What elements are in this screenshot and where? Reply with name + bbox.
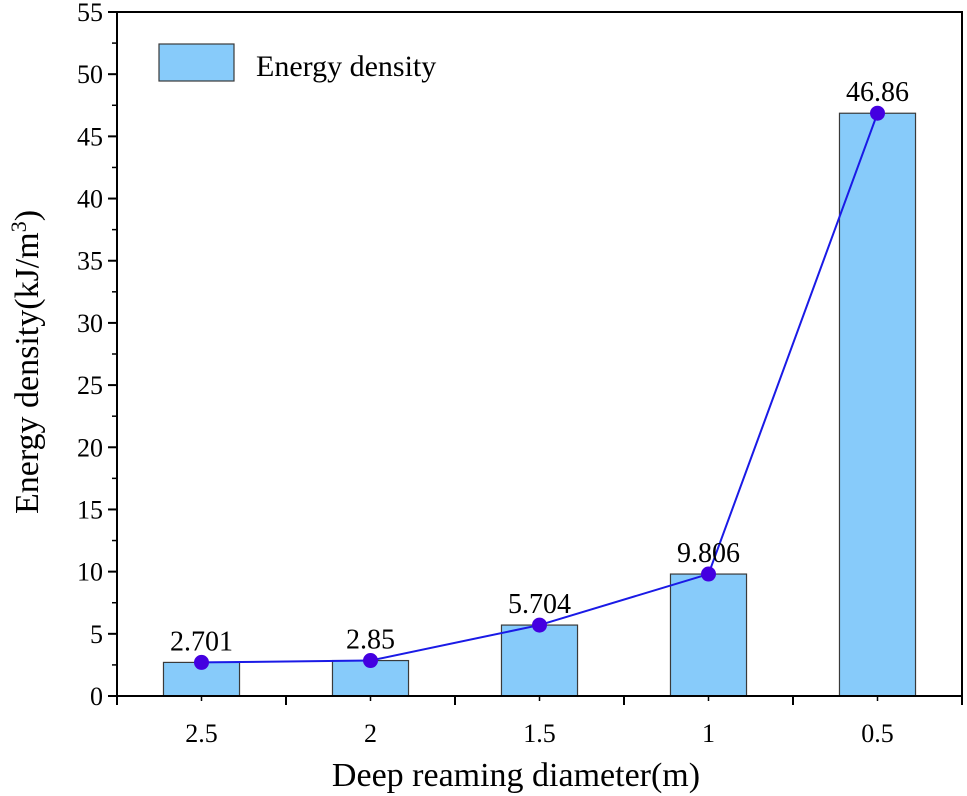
bar	[838, 112, 917, 697]
y-axis-title-close: )	[9, 210, 46, 221]
x-tick-label: 2	[364, 719, 377, 748]
y-tick-label: 40	[77, 185, 103, 214]
legend: Energy density	[158, 43, 436, 83]
y-tick-label: 20	[77, 433, 103, 462]
data-labels: 2.701 2.85 5.704 9.806 46.86	[170, 77, 909, 657]
y-axis-title-main: Energy density(kJ/m	[9, 232, 46, 514]
x-tick-label: 0.5	[861, 719, 894, 748]
y-tick-label: 45	[77, 122, 103, 151]
y-axis: 0 5 10 15 20 25 30 35 40 45 50 55	[77, 0, 117, 711]
plot-frame	[116, 11, 963, 697]
series-line-group	[194, 105, 885, 670]
x-tick-label: 1.5	[523, 719, 556, 748]
data-label: 46.86	[846, 77, 909, 108]
data-label: 2.701	[170, 626, 233, 657]
series-line	[201, 112, 879, 664]
y-tick-label: 25	[77, 371, 103, 400]
bar	[500, 624, 579, 697]
data-point	[701, 566, 716, 582]
y-tick-label: 50	[77, 60, 103, 89]
y-axis-title-unit-sup: 3	[6, 221, 31, 232]
x-tick-label: 1	[702, 719, 715, 748]
y-tick-label: 0	[90, 682, 103, 711]
data-label: 9.806	[677, 538, 740, 569]
bar	[669, 573, 748, 697]
x-axis: 2.5 2 1.5 1 0.5	[116, 696, 963, 748]
data-label: 5.704	[508, 589, 571, 620]
y-tick-label: 35	[77, 247, 103, 276]
data-point	[194, 654, 209, 670]
x-tick-label: 2.5	[185, 719, 218, 748]
y-tick-label: 30	[77, 309, 103, 338]
data-point	[870, 105, 885, 121]
y-tick-label: 55	[77, 0, 103, 27]
y-tick-label: 15	[77, 495, 103, 524]
y-axis-title: Energy density(kJ/m3)	[6, 210, 47, 514]
legend-swatch	[158, 43, 235, 82]
data-point	[532, 617, 547, 633]
y-tick-label: 10	[77, 558, 103, 587]
legend-label: Energy density	[256, 50, 436, 83]
data-point	[363, 653, 378, 669]
data-label: 2.85	[346, 625, 395, 656]
y-tick-label: 5	[90, 620, 103, 649]
bars	[162, 112, 917, 697]
x-axis-title: Deep reaming diameter(m)	[332, 757, 700, 794]
